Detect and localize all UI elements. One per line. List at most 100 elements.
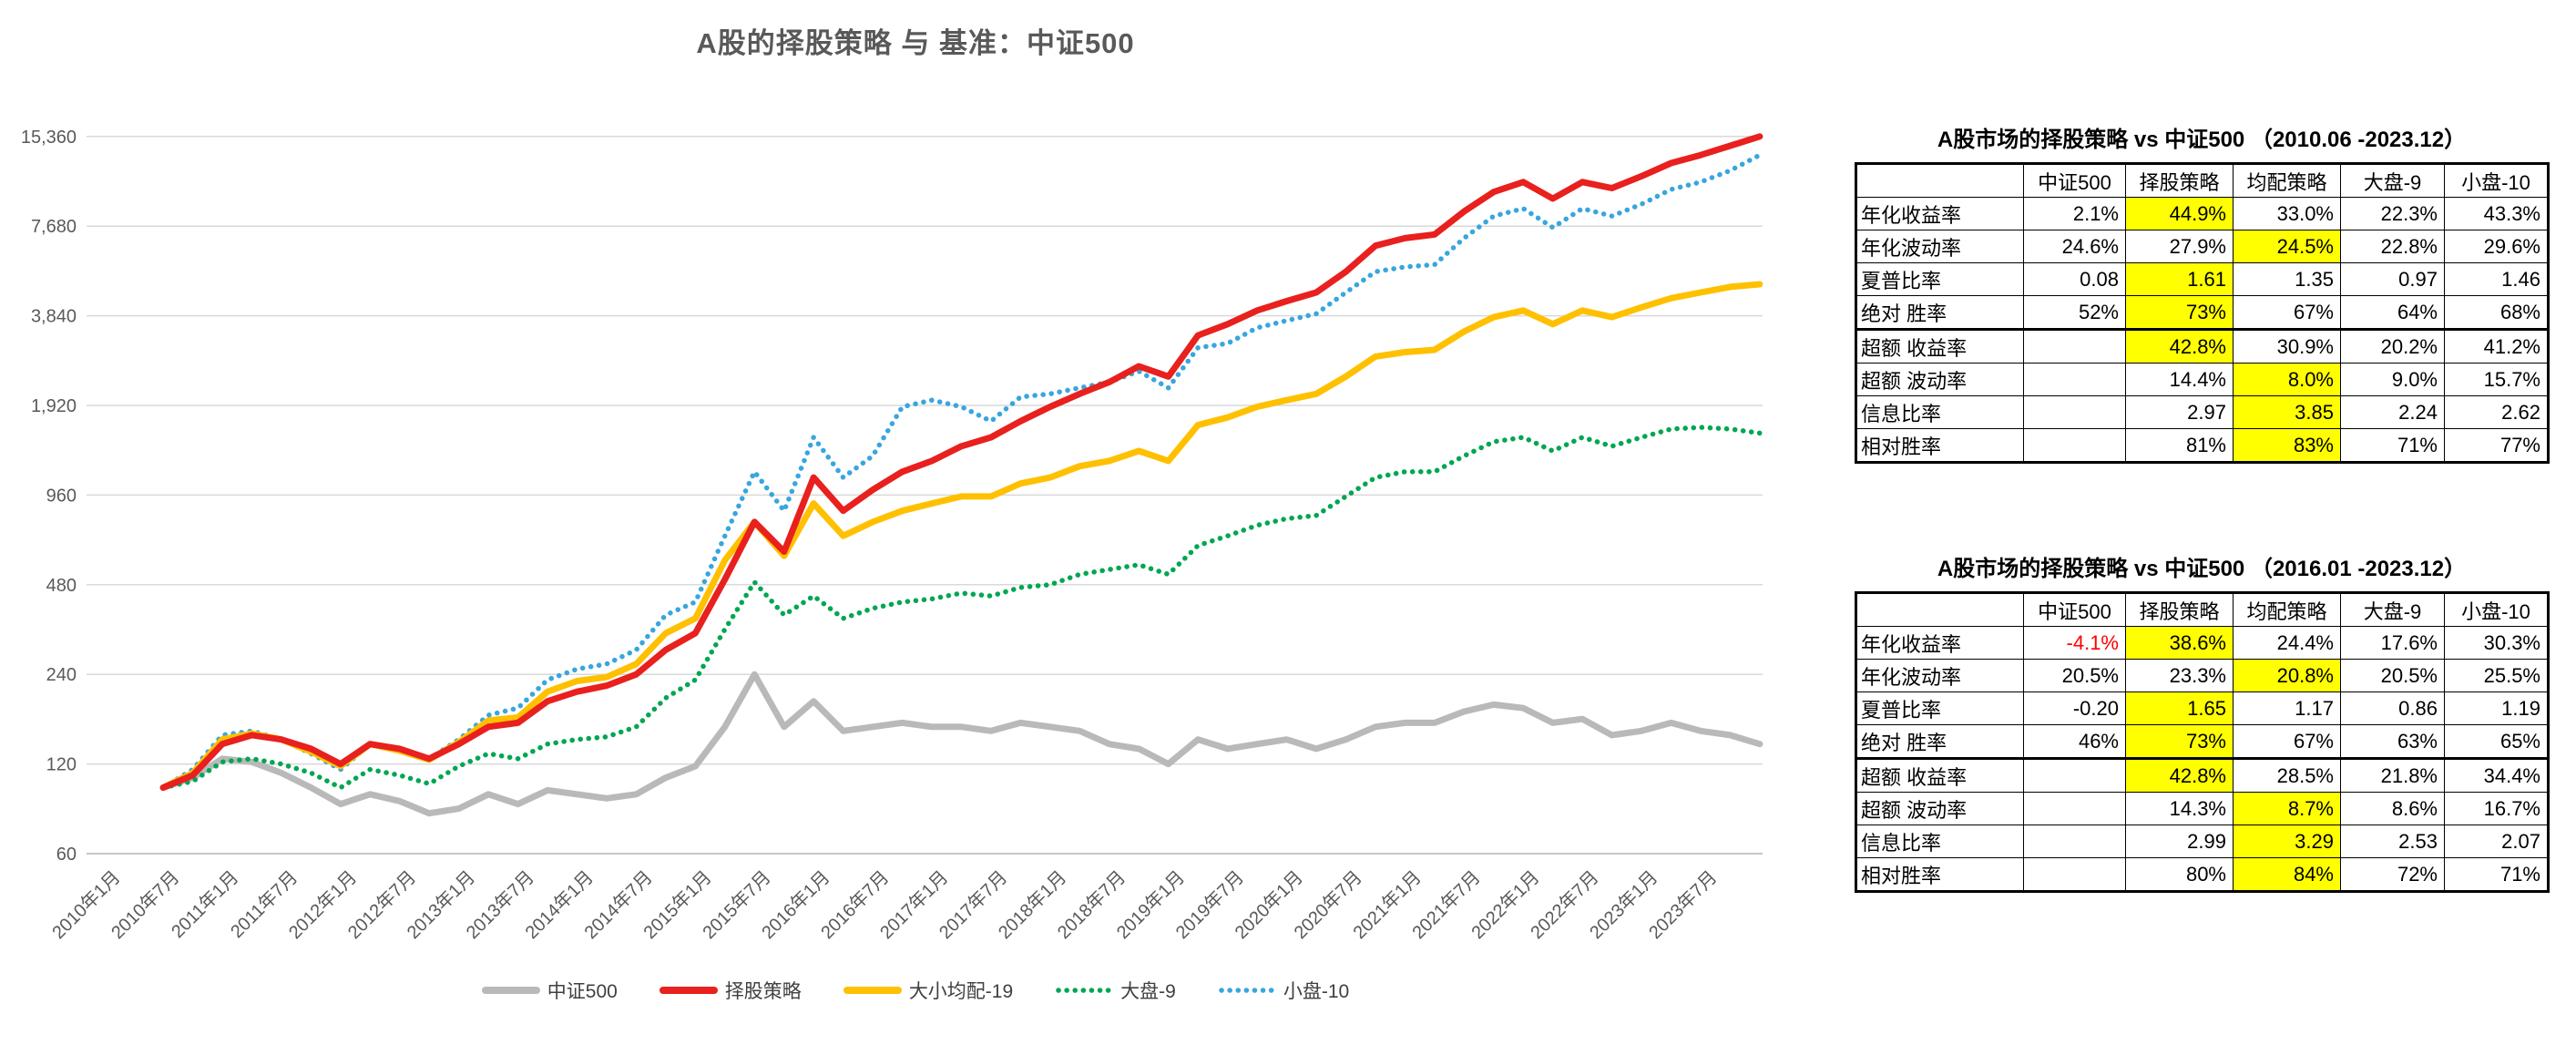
stat-cell: 1.35 <box>2233 262 2341 296</box>
stat-cell: 2.97 <box>2125 395 2234 429</box>
row-label: 信息比率 <box>1855 395 2024 429</box>
stat-cell: 17.6% <box>2340 626 2445 660</box>
column-header: 中证500 <box>2023 163 2126 198</box>
stat-cell: 3.29 <box>2233 825 2341 858</box>
table-row: 相对胜率 80% 84% 72% 71% <box>1855 857 2549 892</box>
stat-cell: 38.6% <box>2125 626 2234 660</box>
legend-label: 小盘-10 <box>1283 981 1350 1002</box>
stat-cell: 20.2% <box>2340 329 2445 364</box>
stat-cell: 30.3% <box>2444 626 2549 660</box>
row-label: 相对胜率 <box>1855 428 2024 463</box>
table-row: 超额 波动率 14.4% 8.0% 9.0% 15.7% <box>1855 363 2549 396</box>
table-row: 年化收益率 -4.1% 38.6% 24.4% 17.6% 30.3% <box>1855 626 2549 660</box>
stat-cell: 15.7% <box>2444 363 2549 396</box>
performance-line-chart: 15,3607,6803,8401,920960480240120602010年… <box>21 128 1763 943</box>
stat-cell <box>2023 792 2126 825</box>
stat-cell: 14.3% <box>2125 792 2234 825</box>
y-axis-tick-label: 960 <box>46 486 77 506</box>
stat-cell: 80% <box>2125 857 2234 892</box>
column-header: 择股策略 <box>2125 592 2234 627</box>
row-label: 年化波动率 <box>1855 230 2024 263</box>
stat-cell: 2.24 <box>2340 395 2445 429</box>
column-header-blank <box>1855 163 2024 198</box>
stat-cell: 2.99 <box>2125 825 2234 858</box>
stats-table-recent-period: A股市场的择股策略 vs 中证500 （2016.01 -2023.12） 中证5… <box>1855 464 2550 893</box>
stat-cell <box>2023 395 2126 429</box>
y-axis-tick-label: 1,920 <box>31 396 77 416</box>
stat-cell: 0.08 <box>2023 262 2126 296</box>
table-row: 夏普比率 0.08 1.61 1.35 0.97 1.46 <box>1855 262 2549 296</box>
chart-legend: 中证500 择股策略 大小均配-19 大盘-9 小盘-10 <box>0 977 1831 1004</box>
stat-cell: 33.0% <box>2233 197 2341 230</box>
y-axis-tick-label: 3,840 <box>31 307 77 327</box>
stat-cell: 8.7% <box>2233 792 2341 825</box>
column-header: 大盘-9 <box>2340 592 2445 627</box>
stat-cell: 25.5% <box>2444 659 2549 692</box>
y-axis-tick-label: 240 <box>46 665 77 685</box>
stat-cell: 28.5% <box>2233 758 2341 793</box>
stat-cell: 44.9% <box>2125 197 2234 230</box>
series-line-stock-selection <box>159 133 1763 791</box>
stat-cell: 3.85 <box>2233 395 2341 429</box>
stat-cell: 72% <box>2340 857 2445 892</box>
row-label: 年化收益率 <box>1855 197 2024 230</box>
legend-marker-stock-selection <box>659 987 718 994</box>
table-row: 相对胜率 81% 83% 71% 77% <box>1855 428 2549 463</box>
stat-cell: 1.17 <box>2233 691 2341 725</box>
stat-cell: 2.53 <box>2340 825 2445 858</box>
legend-marker-size-blend-19 <box>843 987 902 994</box>
stat-cell <box>2023 857 2126 892</box>
column-header: 均配策略 <box>2233 592 2341 627</box>
stats-table: 中证500 择股策略 均配策略 大盘-9 小盘-10 年化收益率 -4.1% 38.6% 24.… <box>1855 591 2550 893</box>
row-label: 年化波动率 <box>1855 659 2024 692</box>
legend-item-large-cap-9: 大盘-9 <box>1055 977 1176 1004</box>
table-header-row: 中证500 择股策略 均配策略 大盘-9 小盘-10 <box>1855 163 2549 198</box>
y-axis-tick-label: 15,360 <box>21 128 77 148</box>
stat-cell: 68% <box>2444 295 2549 331</box>
series-line-small-cap-10 <box>160 152 1763 791</box>
stat-cell: 42.8% <box>2125 758 2234 793</box>
stat-cell: 0.97 <box>2340 262 2445 296</box>
stat-cell: 41.2% <box>2444 329 2549 364</box>
stat-cell: 22.8% <box>2340 230 2445 263</box>
stat-cell: 20.8% <box>2233 659 2341 692</box>
stat-cell: 2.07 <box>2444 825 2549 858</box>
stat-cell: 81% <box>2125 428 2234 463</box>
table-row: 信息比率 2.99 3.29 2.53 2.07 <box>1855 825 2549 858</box>
stat-cell: 1.65 <box>2125 691 2234 725</box>
stat-cell: 67% <box>2233 295 2341 331</box>
stat-cell: -4.1% <box>2023 626 2126 660</box>
y-axis-tick-label: 120 <box>46 755 77 775</box>
stat-cell: 9.0% <box>2340 363 2445 396</box>
stat-cell: 2.62 <box>2444 395 2549 429</box>
table-row: 年化波动率 20.5% 23.3% 20.8% 20.5% 25.5% <box>1855 659 2549 692</box>
stat-cell: 16.7% <box>2444 792 2549 825</box>
table-row: 超额 波动率 14.3% 8.7% 8.6% 16.7% <box>1855 792 2549 825</box>
stat-cell: 71% <box>2340 428 2445 463</box>
row-label: 夏普比率 <box>1855 262 2024 296</box>
table-title: A股市场的择股策略 vs 中证500 （2016.01 -2023.12） <box>1937 557 2467 581</box>
table-row: 年化波动率 24.6% 27.9% 24.5% 22.8% 29.6% <box>1855 230 2549 263</box>
column-header-blank <box>1855 592 2024 627</box>
stat-cell: 34.4% <box>2444 758 2549 793</box>
column-header: 小盘-10 <box>2444 163 2549 198</box>
y-axis-tick-label: 480 <box>46 576 77 596</box>
stats-table-full-period: A股市场的择股策略 vs 中证500 （2010.06 -2023.12） 中证5… <box>1855 0 2550 464</box>
stat-cell <box>2023 428 2126 463</box>
table-row: 超额 收益率 42.8% 30.9% 20.2% 41.2% <box>1855 329 2549 364</box>
table-header-row: 中证500 择股策略 均配策略 大盘-9 小盘-10 <box>1855 592 2549 627</box>
row-label: 超额 波动率 <box>1855 363 2024 396</box>
stat-cell: 42.8% <box>2125 329 2234 364</box>
row-label: 绝对 胜率 <box>1855 295 2024 331</box>
stat-cell: 29.6% <box>2444 230 2549 263</box>
y-axis-tick-label: 60 <box>56 845 77 865</box>
legend-marker-csi500 <box>481 987 540 994</box>
row-label: 绝对 胜率 <box>1855 724 2024 760</box>
stat-cell: 1.46 <box>2444 262 2549 296</box>
stat-cell: 14.4% <box>2125 363 2234 396</box>
table-row: 超额 收益率 42.8% 28.5% 21.8% 34.4% <box>1855 758 2549 793</box>
row-label: 相对胜率 <box>1855 857 2024 892</box>
table-row: 信息比率 2.97 3.85 2.24 2.62 <box>1855 395 2549 429</box>
stat-cell: 23.3% <box>2125 659 2234 692</box>
stat-cell: 24.4% <box>2233 626 2341 660</box>
